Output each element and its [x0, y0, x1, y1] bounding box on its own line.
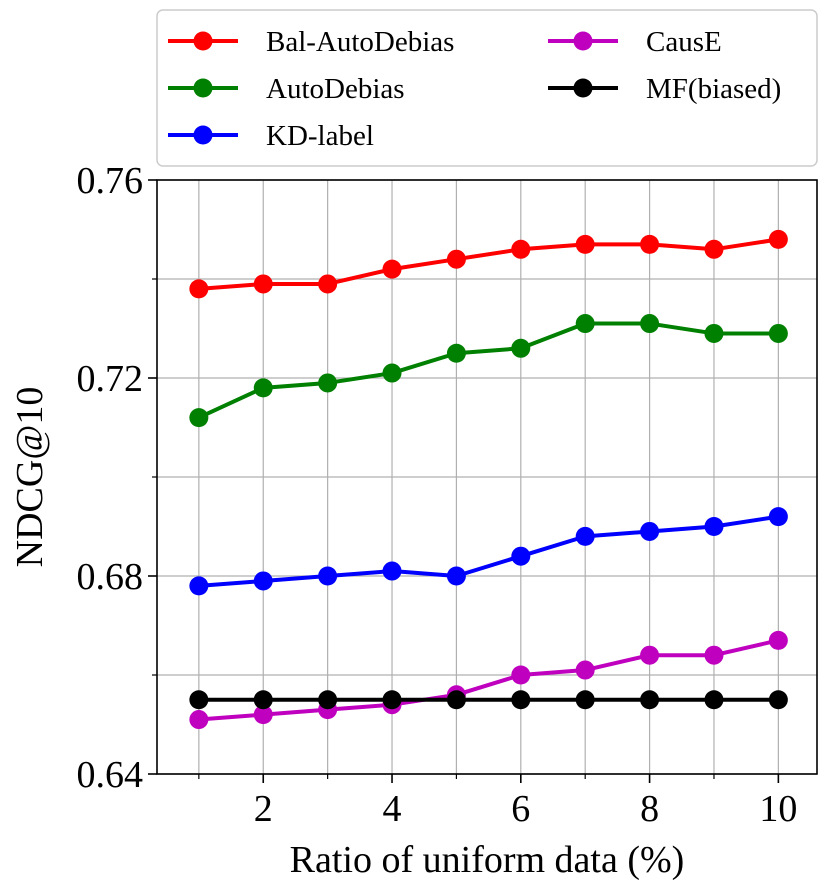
data-point-mf-biased — [382, 690, 402, 710]
data-point-bal-autodebias — [768, 229, 788, 249]
data-point-mf-biased — [253, 690, 273, 710]
data-point-cause — [768, 630, 788, 650]
series-kd-label — [189, 507, 788, 596]
x-tick-label: 2 — [254, 788, 273, 830]
legend-label: MF(biased) — [646, 73, 781, 105]
data-point-autodebias — [511, 338, 531, 358]
legend-marker — [193, 78, 213, 98]
legend: Bal-AutoDebias AutoDebias KD-label CausE MF(… — [156, 9, 818, 167]
data-point-bal-autodebias — [575, 234, 595, 254]
legend-entry-bal-autodebias: Bal-AutoDebias — [168, 26, 454, 58]
y-tick-label: 0.72 — [77, 358, 144, 400]
legend-label: CausE — [646, 26, 722, 58]
data-point-autodebias — [704, 323, 724, 343]
data-point-bal-autodebias — [189, 279, 209, 299]
legend-marker — [193, 125, 213, 145]
data-point-autodebias — [318, 373, 338, 393]
data-point-cause — [640, 645, 660, 665]
data-point-kd-label — [446, 566, 466, 586]
data-point-mf-biased — [704, 690, 724, 710]
data-point-cause — [704, 645, 724, 665]
data-point-bal-autodebias — [318, 274, 338, 294]
data-point-autodebias — [768, 323, 788, 343]
data-point-kd-label — [575, 526, 595, 546]
y-axis-title: NDCG@10 — [9, 387, 51, 568]
series-line-autodebias — [198, 321, 779, 420]
data-point-mf-biased — [511, 690, 531, 710]
data-point-bal-autodebias — [640, 234, 660, 254]
data-point-kd-label — [511, 546, 531, 566]
data-point-mf-biased — [318, 690, 338, 710]
data-point-autodebias — [382, 363, 402, 383]
series-layer — [189, 229, 788, 730]
legend-entry-mf-biased: MF(biased) — [548, 73, 781, 105]
legend-marker — [573, 78, 593, 98]
series-line-cause — [198, 638, 779, 722]
y-tick-label: 0.68 — [77, 556, 144, 598]
data-point-cause — [575, 660, 595, 680]
series-bal-autodebias — [189, 229, 788, 299]
data-point-autodebias — [575, 314, 595, 334]
data-point-autodebias — [189, 408, 209, 428]
data-point-autodebias — [253, 378, 273, 398]
legend-entry-autodebias: AutoDebias — [168, 73, 405, 105]
data-point-kd-label — [189, 576, 209, 596]
data-point-mf-biased — [768, 690, 788, 710]
data-point-kd-label — [704, 517, 724, 536]
series-cause — [189, 630, 788, 730]
data-point-mf-biased — [640, 690, 660, 710]
axis-ticks — [148, 179, 780, 783]
data-point-bal-autodebias — [253, 274, 273, 294]
data-point-cause — [511, 665, 531, 685]
legend-marker — [193, 31, 213, 51]
data-point-bal-autodebias — [446, 249, 466, 269]
data-point-mf-biased — [446, 690, 466, 710]
legend-label: AutoDebias — [266, 73, 405, 105]
series-line-kd-label — [198, 514, 779, 588]
data-point-kd-label — [253, 571, 273, 591]
series-line-bal-autodebias — [198, 237, 779, 291]
x-tick-label: 4 — [383, 788, 402, 830]
data-point-kd-label — [768, 507, 788, 527]
data-point-autodebias — [640, 314, 660, 334]
x-tick-label: 6 — [511, 788, 530, 830]
data-point-kd-label — [382, 561, 402, 581]
legend-entry-cause: CausE — [548, 26, 722, 58]
x-axis-title: Ratio of uniform data (%) — [290, 839, 685, 881]
data-point-bal-autodebias — [511, 239, 531, 259]
y-tick-label: 0.64 — [77, 754, 144, 796]
legend-marker — [573, 31, 593, 51]
series-mf-biased — [189, 690, 788, 710]
data-point-autodebias — [446, 343, 466, 363]
data-point-cause — [189, 710, 209, 730]
legend-label: Bal-AutoDebias — [266, 26, 454, 58]
x-tick-label: 8 — [640, 788, 659, 830]
tick-labels: 2 4 6 8 10 0.64 0.68 0.72 0.76 — [77, 160, 798, 830]
series-autodebias — [189, 314, 788, 428]
data-point-mf-biased — [189, 690, 209, 710]
data-point-kd-label — [640, 521, 660, 541]
data-point-mf-biased — [575, 690, 595, 710]
data-point-kd-label — [318, 566, 338, 586]
legend-box — [156, 9, 818, 167]
legend-entry-kd-label: KD-label — [168, 120, 374, 152]
x-tick-label: 10 — [759, 788, 797, 830]
legend-label: KD-label — [266, 120, 374, 152]
y-tick-label: 0.76 — [77, 160, 144, 202]
data-point-bal-autodebias — [382, 259, 402, 279]
data-point-bal-autodebias — [704, 239, 724, 259]
data-point-cause — [253, 705, 273, 725]
